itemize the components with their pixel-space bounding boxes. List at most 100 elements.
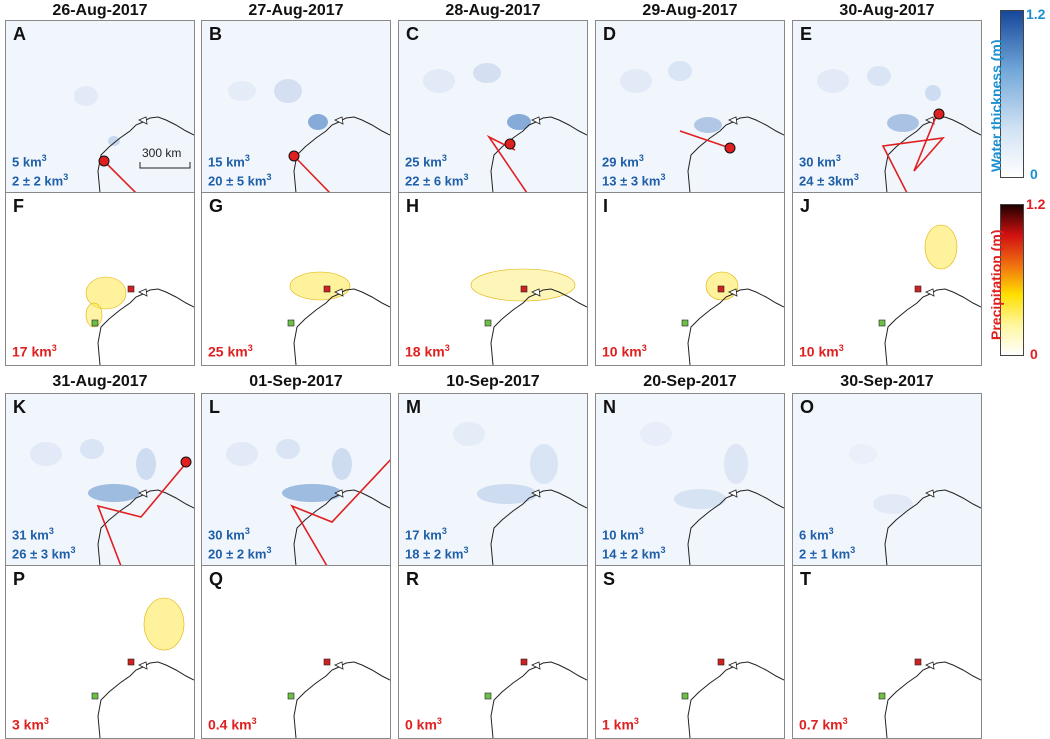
map-view — [226, 439, 390, 566]
map-view — [873, 489, 981, 566]
peninsula-outline — [531, 661, 541, 670]
volume-value: 10 km3 — [602, 524, 665, 542]
volume-text: 18 ± 2 km — [405, 546, 464, 561]
water-anomaly-patch — [477, 484, 537, 504]
station-marker-green — [287, 692, 295, 700]
water-anomaly-patch — [817, 69, 849, 93]
peninsula-outline — [138, 661, 148, 670]
volume-text: 14 ± 2 km — [602, 546, 661, 561]
station-marker-red — [520, 285, 528, 293]
panel-letter: R — [406, 569, 419, 589]
water-anomaly-patch — [887, 114, 919, 132]
storm-center-marker — [98, 155, 110, 167]
station-marker-green — [484, 692, 492, 700]
water-thickness-panel: E 30 km3 24 ± 3km3 — [792, 20, 982, 194]
volume-estimate: 22 ± 6 km3 — [405, 170, 468, 188]
volume-estimate: 18 ± 2 km3 — [405, 543, 468, 561]
volume-exponent: 3 — [41, 153, 47, 164]
water-anomaly-patch — [108, 136, 120, 146]
panel-letter: P — [13, 569, 26, 589]
station-marker-green — [287, 319, 295, 327]
peninsula-outline — [925, 116, 935, 125]
map-view — [484, 658, 587, 738]
water-anomaly-patch — [226, 442, 258, 466]
water-thickness-panel: 300 km A 5 km3 2 ± 2 km3 — [5, 20, 195, 194]
station-marker-green — [878, 319, 886, 327]
volume-text: 31 km — [12, 527, 49, 543]
volume-annotation: 3 km3 — [12, 714, 49, 733]
coastline — [293, 661, 390, 738]
volume-exponent: 3 — [244, 526, 250, 537]
volume-annotation: 10 km3 14 ± 2 km3 — [602, 524, 665, 561]
volume-exponent: 3 — [850, 544, 856, 555]
volume-exponent: 3 — [842, 716, 848, 727]
volume-exponent: 3 — [633, 716, 639, 727]
volume-value: 29 km3 — [602, 151, 665, 169]
volume-annotation: 25 km3 — [208, 341, 253, 360]
water-anomaly-patch — [473, 63, 501, 83]
scale-bar — [139, 162, 191, 169]
storm-track-line — [881, 113, 946, 193]
peninsula-outline — [138, 288, 148, 297]
water-colorbar — [1000, 10, 1024, 178]
volume-text: 29 km — [602, 154, 639, 170]
map-view — [287, 271, 390, 365]
volume-annotation: 0 km3 — [405, 714, 442, 733]
station-marker-red — [127, 658, 135, 666]
map-view — [30, 439, 194, 566]
volume-exponent: 3 — [247, 343, 253, 354]
map-view — [423, 63, 587, 193]
volume-annotation: 10 km3 — [602, 341, 647, 360]
station-marker-red — [323, 658, 331, 666]
volume-estimate: 13 ± 3 km3 — [602, 170, 665, 188]
peninsula-outline — [531, 489, 541, 498]
water-colorbar-min: 0 — [1030, 166, 1038, 182]
station-marker-red — [914, 658, 922, 666]
volume-value: 18 km3 — [405, 341, 450, 360]
volume-exponent: 3 — [828, 526, 834, 537]
volume-value: 15 km3 — [208, 151, 271, 169]
precipitation-patch — [85, 276, 127, 310]
water-anomaly-patch — [620, 69, 652, 93]
volume-exponent: 3 — [853, 171, 859, 182]
panel-date-label: 30-Aug-2017 — [839, 2, 935, 19]
water-thickness-panel: M 17 km3 18 ± 2 km3 — [398, 393, 588, 567]
volume-exponent: 3 — [266, 544, 272, 555]
volume-exponent: 3 — [48, 526, 54, 537]
volume-exponent: 3 — [63, 171, 69, 182]
panel-letter: K — [13, 397, 26, 417]
peninsula-outline — [531, 116, 541, 125]
coastline — [490, 116, 587, 193]
volume-exponent: 3 — [266, 171, 272, 182]
peninsula-outline — [138, 116, 148, 125]
volume-annotation: 25 km3 22 ± 6 km3 — [405, 151, 468, 188]
volume-value: 30 km3 — [208, 524, 271, 542]
map-view — [287, 658, 390, 738]
panel-date-label: 27-Aug-2017 — [248, 2, 344, 19]
panel-date-label: 31-Aug-2017 — [52, 373, 148, 390]
peninsula-outline — [334, 489, 344, 498]
volume-annotation: 6 km3 2 ± 1 km3 — [799, 524, 855, 561]
station-marker-green — [878, 692, 886, 700]
storm-center-marker — [933, 108, 945, 120]
storm-track-line — [96, 461, 188, 566]
volume-exponent: 3 — [463, 171, 469, 182]
water-anomaly-patch — [228, 81, 256, 101]
map-view — [681, 658, 784, 738]
panel-letter: T — [800, 569, 811, 589]
volume-exponent: 3 — [835, 153, 841, 164]
map-view — [878, 658, 981, 738]
volume-annotation: 0.7 km3 — [799, 714, 848, 733]
water-thickness-panel: L 30 km3 20 ± 2 km3 — [201, 393, 391, 567]
map-view — [228, 79, 390, 193]
volume-estimate: 26 ± 3 km3 — [12, 543, 75, 561]
peninsula-outline — [728, 661, 738, 670]
precip-colorbar-title: Precipitation (m) — [988, 229, 1004, 340]
volume-text: 0.4 km — [208, 717, 252, 733]
peninsula-outline — [728, 288, 738, 297]
map-view — [453, 422, 587, 566]
coastline — [293, 116, 390, 193]
volume-text: 30 km — [799, 154, 836, 170]
water-colorbar-max: 1.2 — [1026, 6, 1046, 22]
precipitation-panel: S 1 km3 — [595, 565, 785, 739]
